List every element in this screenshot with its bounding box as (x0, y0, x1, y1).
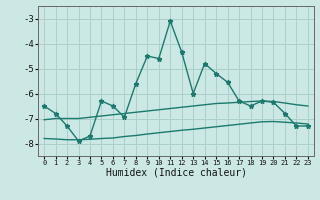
X-axis label: Humidex (Indice chaleur): Humidex (Indice chaleur) (106, 168, 246, 178)
